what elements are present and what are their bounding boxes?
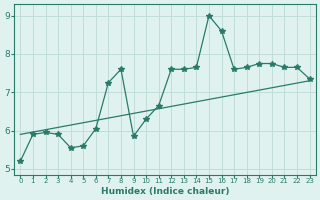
X-axis label: Humidex (Indice chaleur): Humidex (Indice chaleur) [101,187,229,196]
